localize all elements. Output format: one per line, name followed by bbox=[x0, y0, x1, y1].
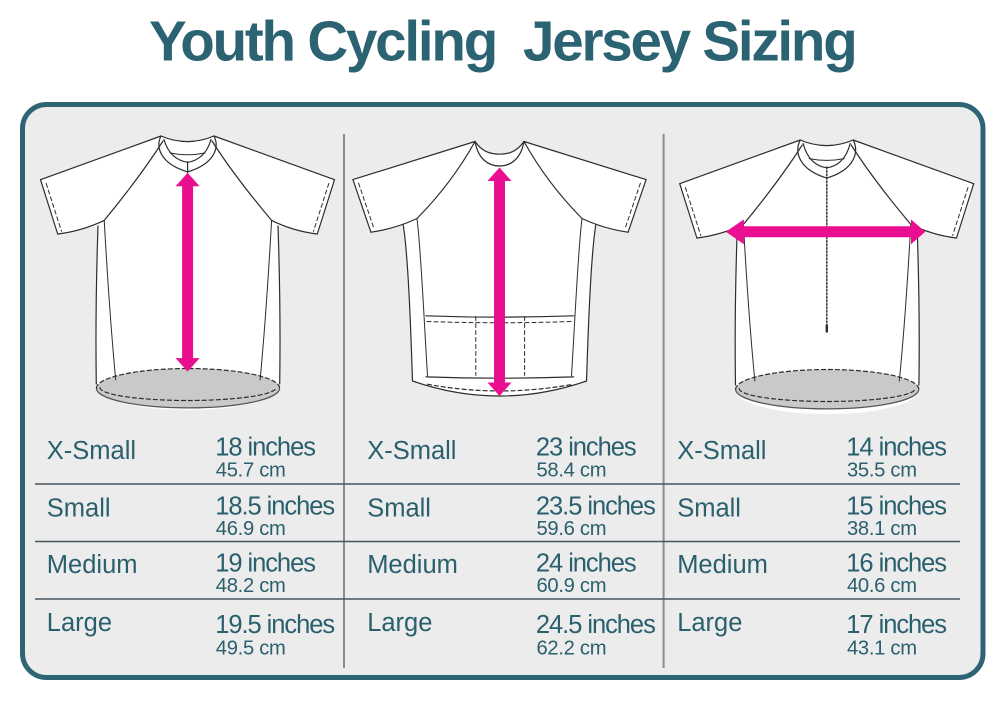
svg-text:Large: Large bbox=[677, 609, 742, 637]
svg-text:Medium: Medium bbox=[677, 551, 768, 579]
svg-text:62.2 cm: 62.2 cm bbox=[537, 638, 607, 660]
svg-text:Large: Large bbox=[367, 609, 432, 637]
svg-text:X-Small: X-Small bbox=[47, 437, 136, 465]
svg-text:18.5 inches: 18.5 inches bbox=[215, 493, 334, 521]
svg-text:14 inches: 14 inches bbox=[846, 434, 946, 462]
svg-text:35.5 cm: 35.5 cm bbox=[847, 460, 917, 482]
svg-text:18 inches: 18 inches bbox=[215, 434, 315, 462]
svg-text:24.5 inches: 24.5 inches bbox=[536, 611, 655, 639]
svg-text:17 inches: 17 inches bbox=[846, 611, 946, 639]
svg-text:45.7 cm: 45.7 cm bbox=[216, 460, 286, 482]
svg-text:Medium: Medium bbox=[47, 551, 138, 579]
svg-text:58.4 cm: 58.4 cm bbox=[537, 460, 607, 482]
svg-text:38.1 cm: 38.1 cm bbox=[847, 518, 917, 540]
svg-text:15 inches: 15 inches bbox=[846, 493, 946, 521]
svg-text:Large: Large bbox=[47, 609, 112, 637]
svg-text:Youth Cycling Jersey Sizing: Youth Cycling Jersey Sizing bbox=[149, 9, 856, 72]
svg-text:49.5 cm: 49.5 cm bbox=[216, 638, 286, 660]
svg-text:23 inches: 23 inches bbox=[536, 434, 636, 462]
svg-text:Small: Small bbox=[367, 495, 431, 523]
svg-text:Small: Small bbox=[47, 495, 111, 523]
svg-text:23.5 inches: 23.5 inches bbox=[536, 493, 655, 521]
svg-text:Small: Small bbox=[677, 495, 741, 523]
svg-text:59.6 cm: 59.6 cm bbox=[537, 518, 607, 540]
svg-text:19.5 inches: 19.5 inches bbox=[215, 611, 334, 639]
svg-text:X-Small: X-Small bbox=[367, 437, 456, 465]
svg-text:48.2 cm: 48.2 cm bbox=[216, 575, 286, 597]
svg-text:Medium: Medium bbox=[367, 551, 458, 579]
svg-text:40.6 cm: 40.6 cm bbox=[847, 575, 917, 597]
svg-text:19 inches: 19 inches bbox=[215, 550, 315, 578]
svg-text:24 inches: 24 inches bbox=[536, 550, 636, 578]
svg-text:16 inches: 16 inches bbox=[846, 550, 946, 578]
svg-text:X-Small: X-Small bbox=[677, 437, 766, 465]
svg-text:46.9 cm: 46.9 cm bbox=[216, 518, 286, 540]
svg-text:60.9 cm: 60.9 cm bbox=[537, 575, 607, 597]
svg-text:43.1 cm: 43.1 cm bbox=[847, 638, 917, 660]
